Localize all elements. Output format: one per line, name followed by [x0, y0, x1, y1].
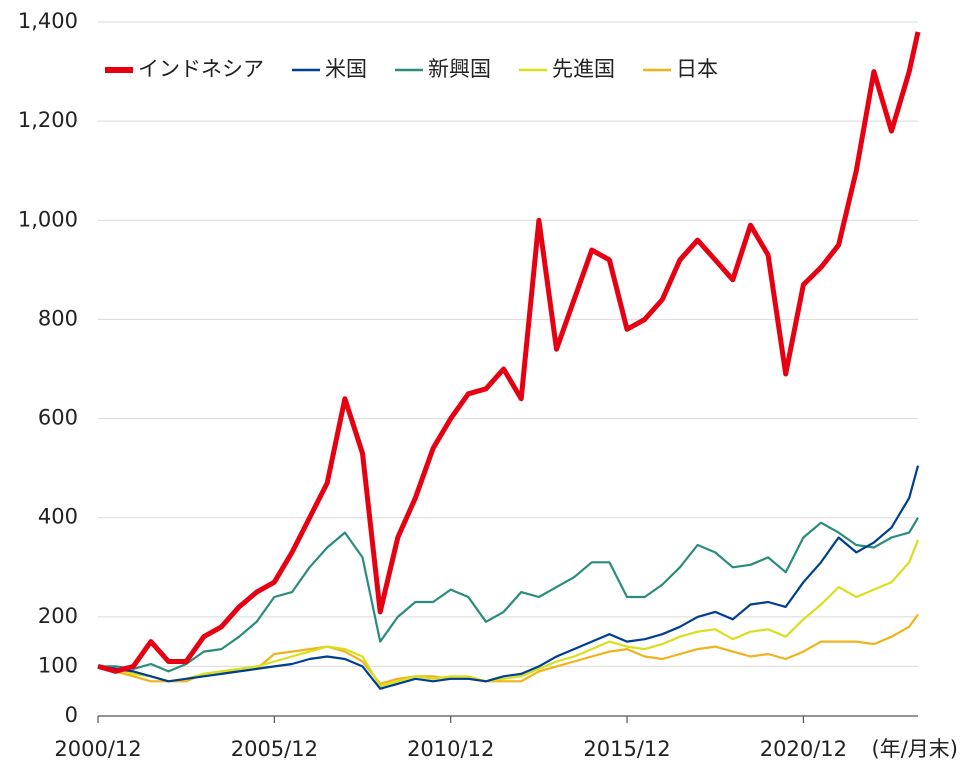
x-tick-label: 2010/12: [407, 737, 494, 761]
legend-label: インドネシア: [138, 57, 264, 81]
y-tick-label: 1,000: [18, 207, 78, 231]
x-tick-label: 2015/12: [583, 737, 670, 761]
y-tick-label: 1,200: [18, 108, 78, 132]
y-tick-label: 800: [38, 306, 78, 330]
x-tick-label: 2000/12: [54, 737, 141, 761]
y-tick-label: 600: [38, 406, 78, 430]
x-tick-label: 2020/12: [760, 737, 847, 761]
series-line: [97, 31, 921, 674]
series-line: [97, 465, 920, 690]
legend-label: 新興国: [428, 57, 491, 81]
legend-label: 日本: [676, 57, 718, 81]
legend-label: 米国: [325, 57, 367, 81]
x-axis-label: (年/月末): [872, 737, 958, 761]
y-tick-label: 1,400: [18, 9, 78, 33]
series-line: [98, 517, 919, 673]
y-tick-label: 200: [38, 604, 78, 628]
y-tick-label: 400: [38, 505, 78, 529]
series-line: [97, 539, 920, 688]
y-tick-label: 0: [65, 703, 78, 727]
y-tick-label: 100: [38, 653, 78, 677]
legend-label: 先進国: [552, 57, 615, 81]
x-tick-label: 2005/12: [231, 737, 318, 761]
